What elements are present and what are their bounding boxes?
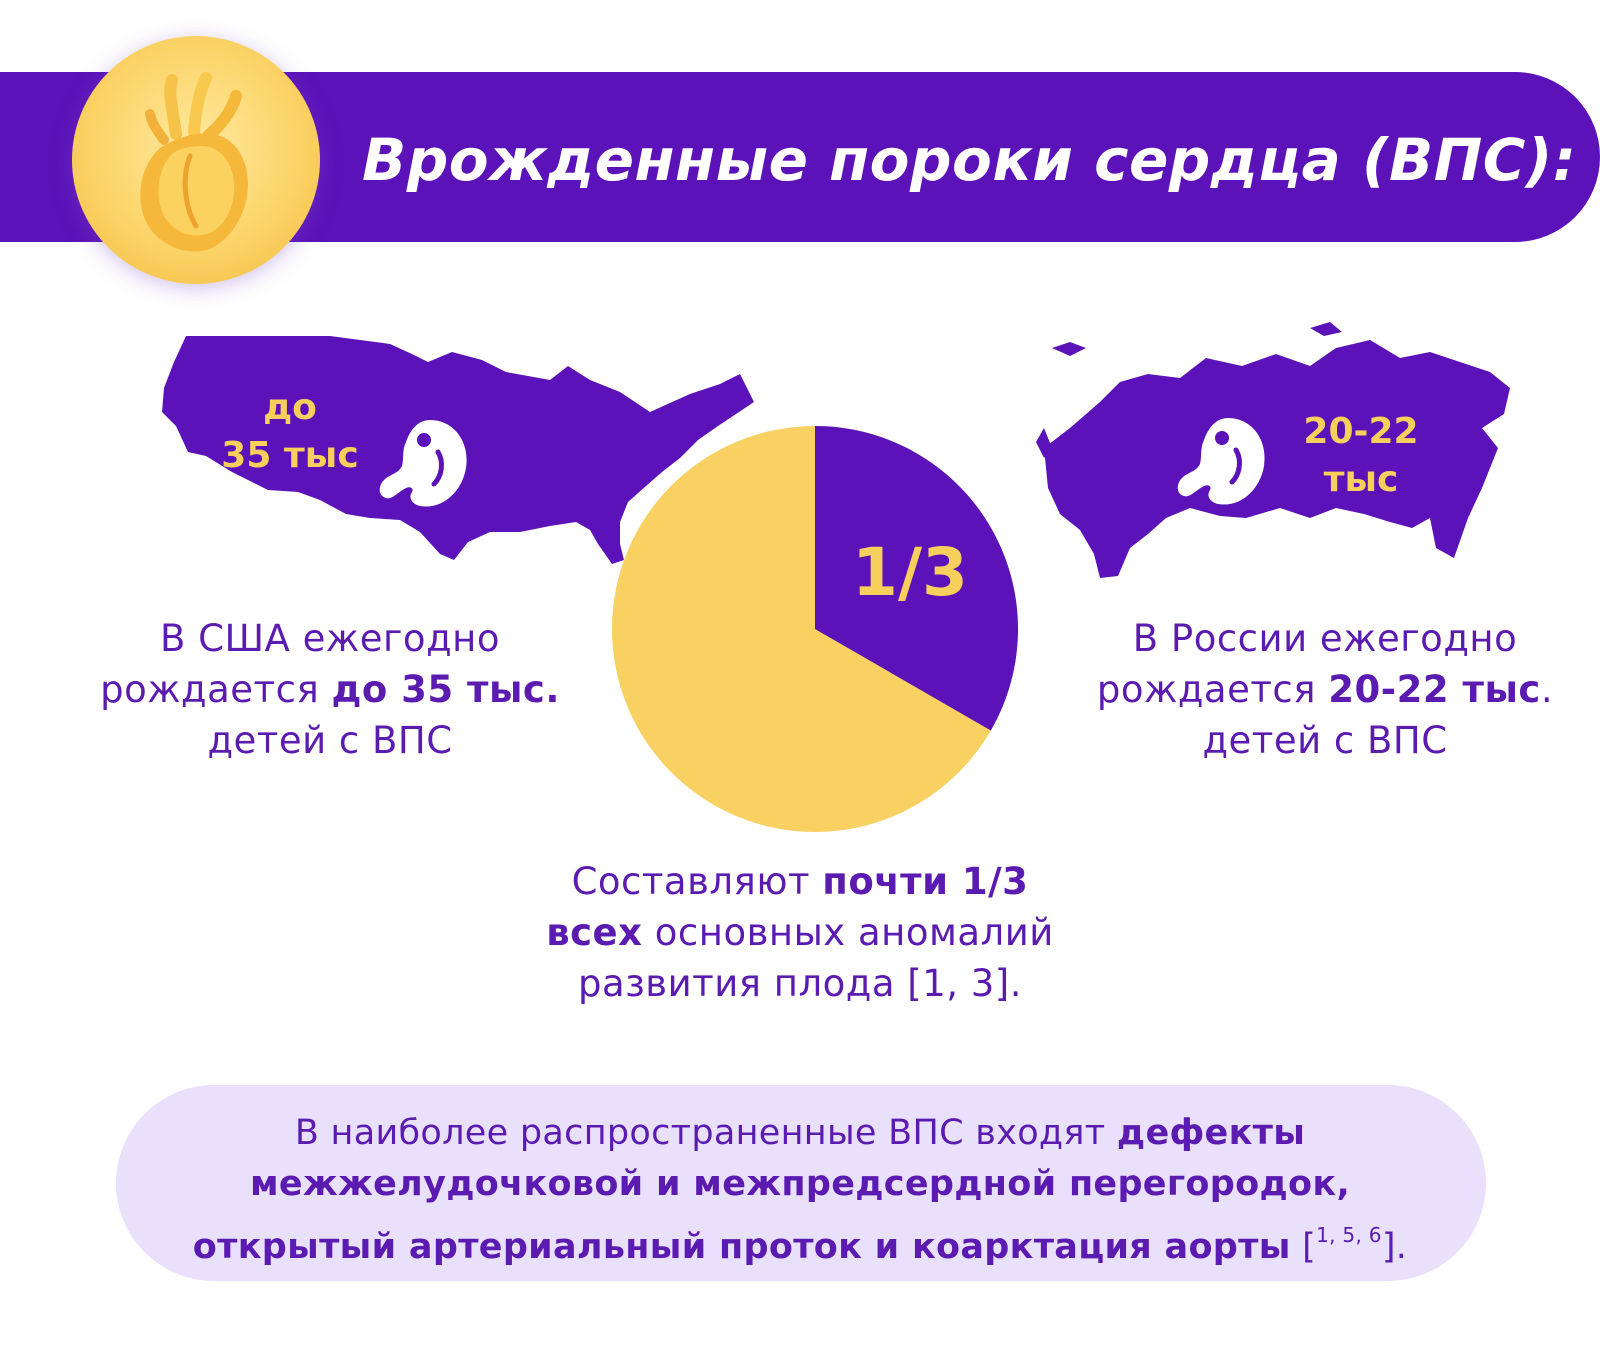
heart-icon [72, 36, 320, 284]
fetus-icon-russia [1177, 418, 1265, 505]
fetus-icon [379, 420, 467, 507]
page-title: Врожденные пороки сердца (ВПС): [362, 126, 1577, 194]
usa-caption: В США ежегодно рождается до 35 тыс. дете… [100, 617, 560, 762]
note-text: В наиболее распространенные ВПС входят д… [192, 1113, 1408, 1267]
russia-map [1036, 322, 1510, 578]
usa-map-label: до 35 тыс [221, 387, 359, 476]
russia-caption: В России ежегодно рождается 20-22 тыс. д… [1096, 617, 1554, 762]
pie-label: 1/3 [852, 534, 968, 611]
note-box [116, 1085, 1486, 1281]
center-caption: Составляют почти 1/3 всех основных анома… [546, 860, 1054, 1005]
pie-chart [612, 426, 1018, 832]
pie-slice-share [815, 426, 1018, 731]
russia-map-label: 20-22 тыс [1303, 411, 1419, 500]
